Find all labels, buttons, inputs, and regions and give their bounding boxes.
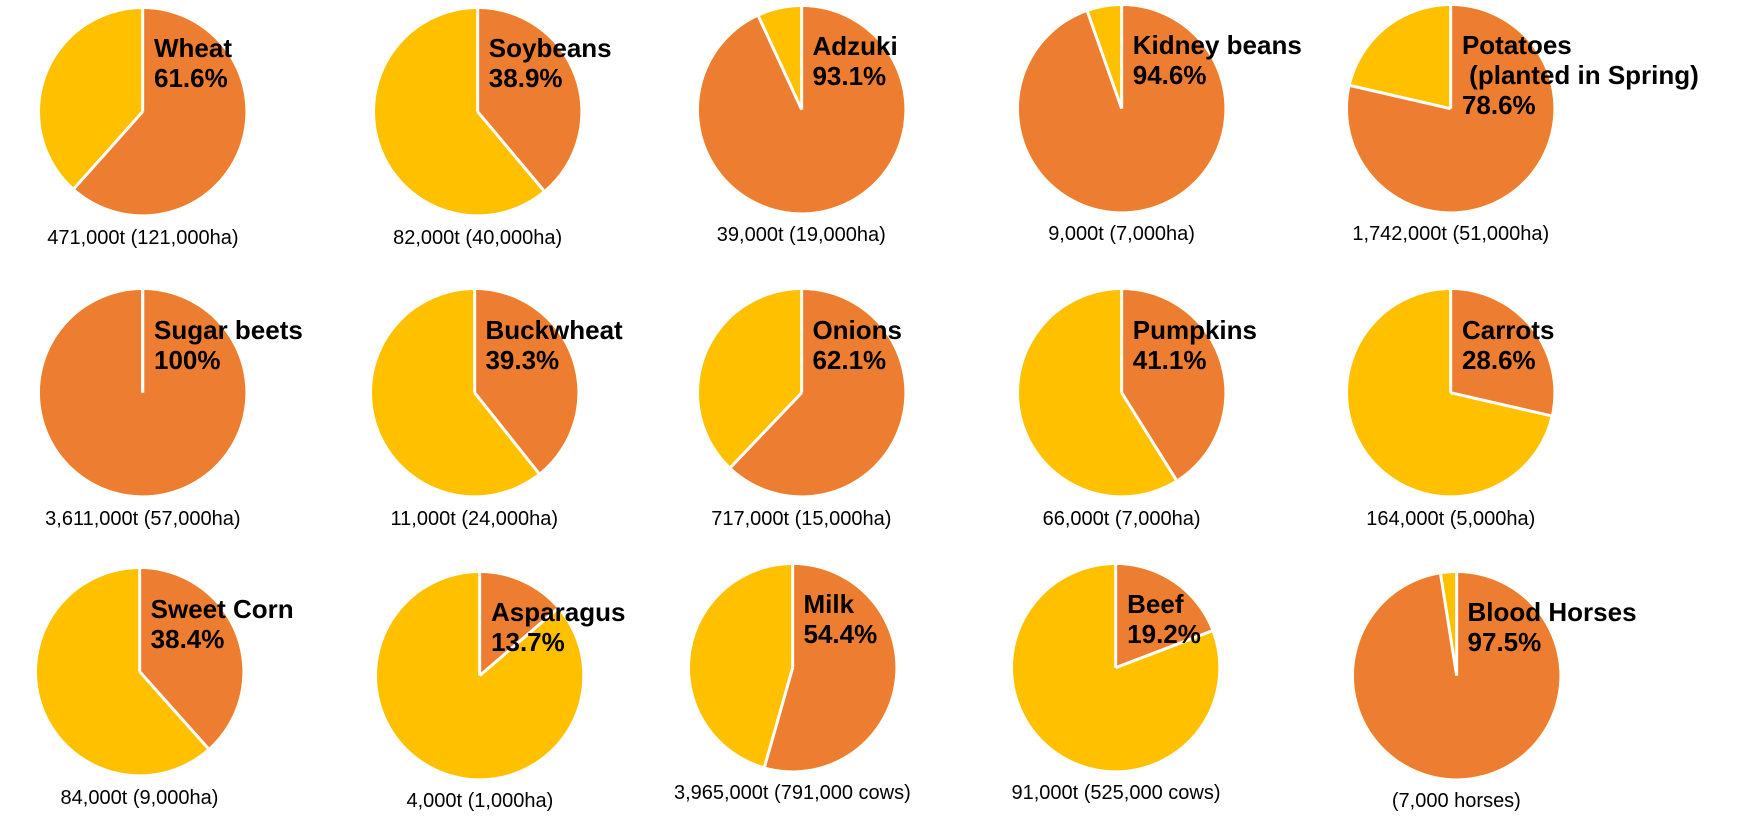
pie-title: Beef [1127, 589, 1201, 619]
value-label: 62.1% [812, 345, 902, 375]
value-label: 97.5% [1468, 627, 1637, 657]
value-label: 13.7% [491, 627, 625, 657]
pie-caption: 66,000t (7,000ha) [1043, 508, 1201, 531]
pie-caption: (7,000 horses) [1392, 790, 1521, 813]
pie-caption: 3,965,000t (791,000 cows) [674, 782, 911, 805]
pie-title: Onions [812, 315, 902, 345]
pie-title: Sugar beets [154, 315, 303, 345]
pie-caption: 91,000t (525,000 cows) [1011, 782, 1220, 805]
pie-title: Adzuki [812, 31, 897, 61]
value-label: 100% [154, 345, 303, 375]
pie-caption: 9,000t (7,000ha) [1048, 223, 1195, 246]
pie-grid: Wheat61.6%471,000t (121,000ha)Soybeans38… [0, 0, 1742, 823]
pie-title: Wheat [154, 33, 232, 63]
value-label: 61.6% [154, 63, 232, 93]
pie-title: Soybeans [489, 33, 612, 63]
pie-caption: 84,000t (9,000ha) [61, 787, 219, 810]
pie-caption: 164,000t (5,000ha) [1366, 508, 1535, 531]
value-label: 78.6% [1462, 90, 1699, 120]
value-label: 19.2% [1127, 619, 1201, 649]
pie-title: Asparagus [491, 597, 625, 627]
value-label: 38.4% [151, 624, 294, 654]
value-label: 38.9% [489, 63, 612, 93]
pie-label: Potatoes (planted in Spring)78.6% [1462, 30, 1699, 120]
value-label: 28.6% [1462, 345, 1554, 375]
pie-caption: 717,000t (15,000ha) [711, 508, 891, 531]
pie-title: Milk [804, 589, 878, 619]
pie-caption: 471,000t (121,000ha) [47, 227, 238, 250]
pie-caption: 1,742,000t (51,000ha) [1352, 223, 1549, 246]
value-label: 54.4% [804, 619, 878, 649]
pie-caption: 3,611,000t (57,000ha) [45, 508, 240, 531]
value-label: 41.1% [1133, 345, 1257, 375]
pie-title: Potatoes (planted in Spring) [1462, 30, 1699, 90]
pie-title: Buckwheat [485, 315, 622, 345]
pie-title: Sweet Corn [151, 594, 294, 624]
pie-title: Kidney beans [1133, 30, 1302, 60]
pie-caption: 4,000t (1,000ha) [406, 790, 553, 813]
pie-title: Carrots [1462, 315, 1554, 345]
pie-caption: 82,000t (40,000ha) [393, 227, 562, 250]
value-label: 39.3% [485, 345, 622, 375]
pie-caption: 11,000t (24,000ha) [391, 508, 559, 531]
value-label: 93.1% [812, 61, 897, 91]
pie-title: Pumpkins [1133, 315, 1257, 345]
pie-title: Blood Horses [1468, 597, 1637, 627]
value-label: 94.6% [1133, 60, 1302, 90]
pie-caption: 39,000t (19,000ha) [717, 224, 886, 247]
